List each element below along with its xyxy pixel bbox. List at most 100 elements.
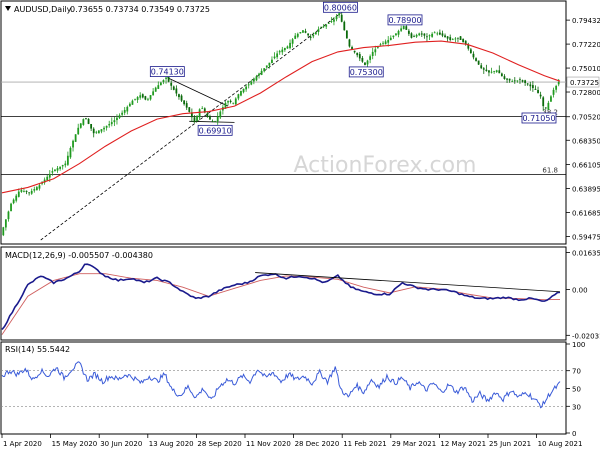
macd-signal-line [1, 273, 561, 335]
candle-body [348, 39, 351, 47]
price-panel-frame [0, 0, 567, 245]
candle-body [116, 117, 118, 121]
chart-header-ohlc: 0.73655 0.73734 0.73549 0.73725 [70, 5, 210, 14]
candle-body [369, 56, 372, 60]
price-y-tick-label: 0.66105 [572, 162, 600, 170]
candle-body [219, 111, 222, 118]
candle-body [190, 112, 193, 118]
candle-body [180, 95, 183, 101]
price-y-tick-label: 0.70520 [572, 114, 600, 122]
candle-body [371, 51, 374, 56]
candle-body [51, 171, 54, 173]
candle-body [46, 176, 49, 181]
x-tick-label: 11 Nov 2020 [246, 440, 291, 448]
candle-body [38, 185, 41, 189]
candle-body [128, 103, 131, 107]
candle-body [157, 85, 160, 89]
candle-body [477, 60, 480, 65]
candle-body [10, 203, 12, 212]
candle-body [30, 190, 33, 194]
annotation-label-0.80060: 0.80060 [324, 3, 357, 12]
macd-trendline [255, 272, 561, 293]
rsi-lines [1, 361, 566, 409]
annotation-box-0.74130 [149, 66, 185, 77]
candle-body [524, 80, 527, 83]
current-price-label-box [566, 76, 600, 88]
annotation-box-0.69910 [197, 124, 233, 136]
rsi-line [1, 361, 561, 409]
macd-y-tick-label: 0.016352 [572, 250, 600, 258]
candle-body [423, 33, 426, 36]
price-y-tick-label: 0.79432 [572, 17, 600, 25]
candle-body [428, 35, 431, 37]
candle-body [493, 71, 496, 72]
candle-body [66, 155, 69, 165]
price-trendline-0 [167, 77, 229, 107]
candle-body [309, 36, 312, 38]
candle-body [475, 58, 477, 61]
candle-body [61, 165, 64, 167]
candle-body [255, 76, 258, 81]
x-tick-label: 29 Mar 2021 [392, 440, 436, 448]
candle-body [110, 122, 113, 125]
candle-body [307, 33, 310, 36]
rsi-y-tick-label: 50 [572, 386, 581, 394]
fib-levels: 38.2 61.8 [1, 108, 566, 175]
candle-body [198, 109, 201, 118]
x-tick-label: 12 May 2021 [440, 440, 486, 448]
candle-body [467, 45, 470, 49]
macd-y-tick-label: 0.00 [572, 286, 588, 294]
candle-body [278, 51, 281, 53]
candle-body [490, 71, 493, 73]
candle-body [136, 97, 139, 100]
candle-body [201, 108, 204, 110]
candle-body [229, 100, 232, 102]
candle-body [206, 113, 209, 117]
candle-body [472, 53, 475, 58]
candle-body [294, 35, 297, 39]
candle-body [402, 25, 405, 30]
candle-body [56, 168, 59, 171]
candle-body [103, 127, 105, 130]
candle-body [438, 32, 441, 35]
candle-body [374, 49, 377, 53]
x-tick-label: 28 Dec 2020 [295, 440, 340, 448]
candle-body [252, 79, 255, 82]
macd-y-axis: 0.016352 0.00 -0.020311 [566, 250, 600, 340]
candle-body [263, 68, 266, 72]
candle-body [376, 46, 379, 48]
candle-body [547, 102, 550, 110]
candle-body [162, 80, 165, 82]
x-tick-label: 13 Aug 2020 [149, 440, 194, 448]
candle-body [340, 14, 343, 22]
candle-body [265, 65, 268, 68]
candle-body [237, 94, 240, 99]
candle-body [258, 73, 260, 76]
candle-body [526, 83, 529, 85]
candle-body [188, 107, 191, 112]
candle-body [260, 70, 263, 75]
candle-body [302, 30, 304, 33]
candle-body [48, 173, 51, 178]
candle-body [224, 102, 227, 109]
macd-y-tick-label: -0.020311 [572, 332, 600, 340]
candle-body [28, 192, 31, 194]
candle-body [557, 82, 560, 85]
candle-body [395, 33, 397, 36]
candle-body [43, 179, 46, 183]
candle-body [100, 129, 103, 132]
annotation-box-0.80060 [323, 1, 358, 13]
candle-body [172, 86, 175, 90]
candle-body [343, 21, 346, 31]
candle-body [25, 190, 28, 192]
candle-body [433, 32, 436, 34]
candle-body [511, 81, 514, 82]
macd-line [1, 263, 561, 330]
annotation-box-0.71050 [521, 112, 557, 124]
candle-body [72, 140, 74, 148]
annotation-box-0.78900 [387, 14, 423, 26]
candle-body [333, 19, 335, 22]
rsi-y-axis: 100 70 50 30 0 [566, 341, 585, 438]
candle-body [7, 211, 10, 220]
